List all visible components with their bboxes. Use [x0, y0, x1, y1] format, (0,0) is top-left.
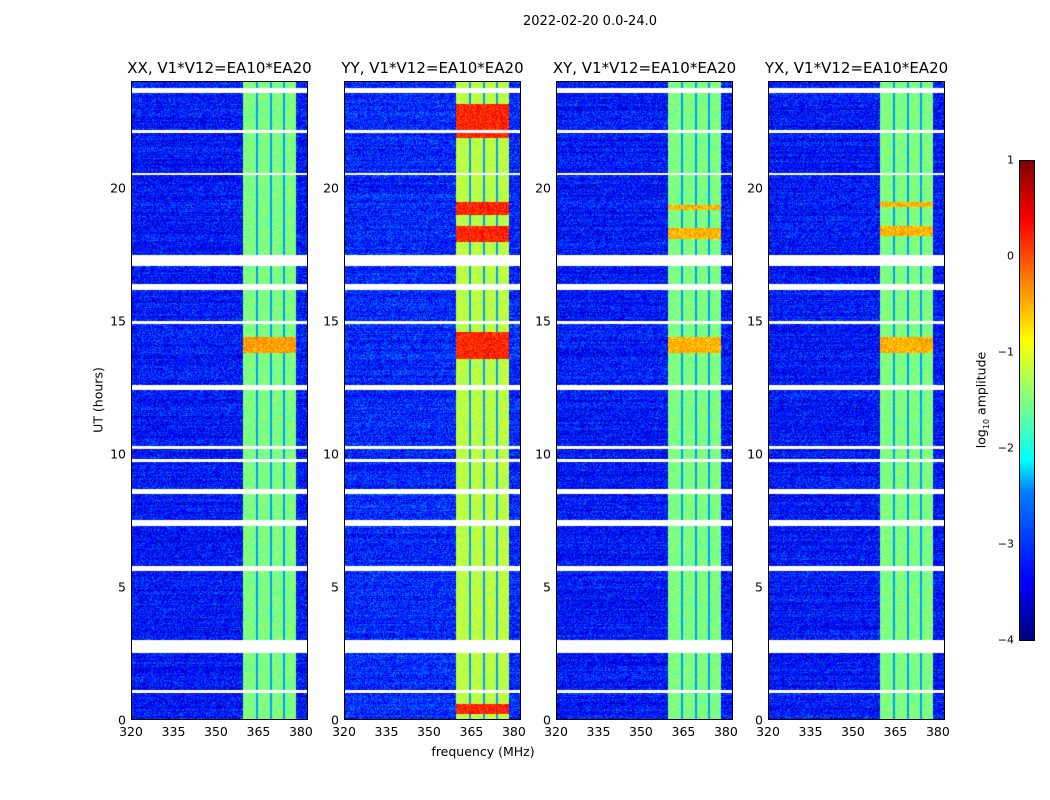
y-tick-label: 20: [747, 180, 763, 195]
y-tick-label: 20: [323, 180, 339, 195]
x-tick-label: 350: [841, 724, 865, 739]
panel-title: YX, V1*V12=EA10*EA20: [764, 59, 949, 77]
y-tick-label: 10: [747, 446, 763, 462]
heatmap-image: [132, 82, 307, 719]
y-tick-label: 5: [543, 579, 551, 595]
colorbar-tick-label: −1: [997, 345, 1014, 359]
x-tick-label: 365: [883, 724, 908, 739]
colorbar-tick-label: −3: [997, 537, 1014, 551]
x-tick-label: 380: [288, 724, 313, 739]
heatmap-panel-2: [556, 81, 733, 720]
figure-title: 2022-02-20 0.0-24.0: [523, 14, 657, 29]
x-tick-label: 380: [713, 724, 738, 739]
y-tick-label: 0: [118, 712, 126, 728]
x-tick-label: 320: [544, 724, 568, 739]
y-tick-label: 15: [110, 313, 126, 329]
y-axis-label: UT (hours): [90, 367, 106, 433]
x-tick-label: 350: [417, 724, 441, 739]
x-tick-label: 365: [459, 724, 484, 739]
panel-title: XX, V1*V12=EA10*EA20: [127, 59, 312, 77]
y-tick-label: 10: [323, 446, 339, 462]
x-tick-label: 350: [629, 724, 653, 739]
colorbar-label: log10 amplitude: [973, 352, 991, 448]
heatmap-panel-1: [344, 81, 521, 720]
heatmap-image: [345, 82, 520, 719]
y-tick-label: 5: [331, 579, 339, 595]
x-tick-label: 320: [119, 724, 143, 739]
x-tick-label: 365: [246, 724, 271, 739]
panel-title: XY, V1*V12=EA10*EA20: [552, 59, 737, 77]
heatmap-panel-3: [768, 81, 945, 720]
y-tick-label: 15: [747, 313, 763, 329]
colorbar-tick-label: 0: [1007, 249, 1014, 263]
y-tick-label: 20: [110, 180, 126, 195]
panel-title: YY, V1*V12=EA10*EA20: [341, 59, 524, 77]
y-tick-label: 5: [755, 579, 763, 595]
colorbar: [1019, 160, 1035, 641]
x-tick-label: 335: [586, 724, 611, 739]
colorbar-tick-label: −4: [997, 633, 1014, 647]
colorbar-tick-label: −2: [997, 441, 1014, 455]
x-tick-label: 320: [332, 724, 356, 739]
x-tick-label: 380: [925, 724, 950, 739]
y-tick-label: 15: [535, 313, 551, 329]
y-tick-label: 10: [535, 446, 551, 462]
heatmap-panel-0: [131, 81, 308, 720]
x-tick-label: 335: [374, 724, 399, 739]
colorbar-tick-label: 1: [1007, 153, 1014, 167]
y-tick-label: 15: [323, 313, 339, 329]
y-tick-label: 0: [331, 712, 339, 728]
y-tick-label: 10: [110, 446, 126, 462]
heatmap-image: [769, 82, 944, 719]
x-tick-label: 335: [798, 724, 823, 739]
y-tick-label: 5: [118, 579, 126, 595]
y-tick-label: 0: [543, 712, 551, 728]
y-tick-label: 0: [755, 712, 763, 728]
x-tick-label: 350: [204, 724, 228, 739]
x-tick-label: 335: [161, 724, 186, 739]
colorbar-label-rest: amplitude: [973, 351, 989, 419]
x-axis-label: frequency (MHz): [431, 744, 535, 759]
x-tick-label: 320: [756, 724, 780, 739]
x-tick-label: 380: [501, 724, 526, 739]
x-tick-label: 365: [671, 724, 696, 739]
colorbar-label-sub: 10: [981, 418, 991, 430]
heatmap-image: [557, 82, 732, 719]
y-tick-label: 20: [535, 180, 551, 195]
